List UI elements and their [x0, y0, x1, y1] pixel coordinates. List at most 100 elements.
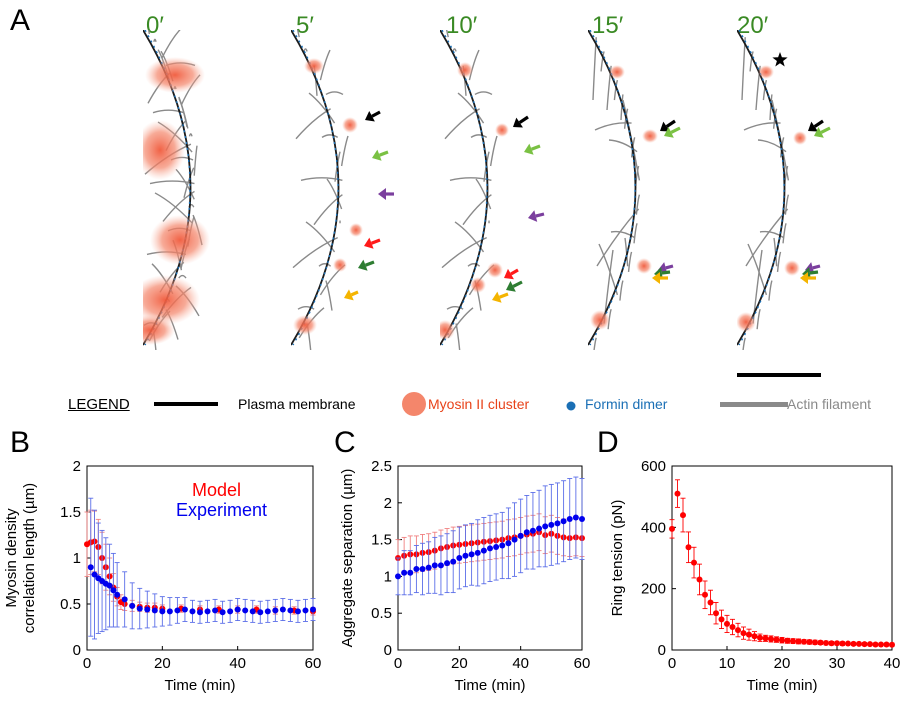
- data-point-experiment: [249, 608, 256, 615]
- y-axis-label: Myosin density: [3, 508, 20, 608]
- data-point-series-0: [823, 639, 829, 646]
- data-point-series-1: [523, 529, 530, 536]
- data-point-experiment: [234, 606, 241, 613]
- arrowhead-arrow_lime: [524, 143, 534, 155]
- data-point-series-0: [795, 638, 802, 645]
- data-point-series-0: [834, 640, 840, 647]
- data-point-series-1: [566, 515, 573, 522]
- data-point-series-1: [572, 514, 579, 521]
- arrow-arrow_purple: [812, 264, 821, 270]
- snapshot-3: [588, 30, 658, 350]
- arrow-arrow_lime: [530, 144, 541, 151]
- myosin-cluster: [737, 312, 756, 332]
- snapshot-0: [143, 30, 210, 350]
- data-point-experiment: [279, 606, 286, 613]
- panel-d-letter: D: [597, 426, 619, 459]
- data-point-series-1: [425, 564, 432, 571]
- x-tick-label: 20: [451, 655, 468, 672]
- data-point-series-1: [462, 552, 469, 559]
- data-point-series-0: [674, 490, 681, 497]
- arrow-arrow_red: [370, 238, 381, 245]
- data-point-series-0: [784, 637, 791, 644]
- data-point-series-1: [444, 560, 451, 567]
- myosin-cluster: [487, 262, 503, 278]
- y-tick-label: 400: [641, 519, 666, 536]
- data-point-experiment: [174, 607, 181, 614]
- time-label-20: 20′: [737, 12, 769, 39]
- data-point-experiment: [257, 609, 264, 616]
- arrow-arrow_darkgreen: [512, 280, 523, 288]
- data-point-series-0: [746, 631, 752, 638]
- data-point-series-1: [505, 540, 512, 547]
- arrow-arrow_purple: [535, 212, 545, 218]
- arrowhead-arrow_purple: [528, 210, 538, 222]
- y-tick-label: 2: [384, 495, 392, 512]
- myosin-cluster: [495, 123, 509, 137]
- y-tick-label: 1.5: [60, 504, 81, 521]
- x-tick-label: 30: [829, 655, 846, 672]
- x-tick-label: 0: [668, 655, 676, 672]
- x-tick-label: 10: [719, 655, 736, 672]
- myosin-cluster: [457, 62, 473, 78]
- x-tick-label: 0: [83, 655, 91, 672]
- data-point-series-1: [407, 569, 414, 576]
- data-point-experiment: [129, 602, 136, 609]
- x-tick-label: 60: [305, 655, 322, 672]
- data-point-series-1: [579, 515, 585, 522]
- star-icon: [772, 52, 788, 67]
- data-point-series-0: [696, 576, 703, 583]
- data-point-series-1: [493, 543, 500, 550]
- chart-b: 0 20 40 60 0 0.5 1 1.5 2 Time (min) Myosin density…: [3, 458, 322, 694]
- data-point-experiment: [264, 608, 271, 615]
- data-point-series-0: [817, 639, 824, 646]
- data-point-series-1: [499, 542, 506, 549]
- data-point-series-1: [413, 566, 420, 573]
- myosin-swatch: [402, 392, 426, 416]
- arrowhead-arrow_lime: [372, 149, 382, 161]
- legend-model: Model: [192, 480, 241, 500]
- x-tick-label: 40: [229, 655, 246, 672]
- arrowhead-arrow_darkgreen: [654, 267, 663, 279]
- arrowhead-arrow_darkgreen: [506, 281, 516, 292]
- legend-membrane-label: Plasma membrane: [238, 396, 356, 412]
- panel-c-letter: C: [334, 426, 356, 459]
- panel-a-simulation-snapshots: [143, 30, 831, 350]
- data-point-experiment: [110, 587, 117, 594]
- data-point-series-0: [751, 633, 758, 640]
- plasma-membrane: [291, 30, 340, 346]
- data-point-experiment: [204, 608, 211, 615]
- membrane-swatch: [154, 402, 218, 406]
- y-tick-label: 0.5: [371, 605, 392, 622]
- legend: LEGEND Plasma membrane Myosin II cluster…: [0, 388, 905, 428]
- myosin-cluster: [349, 223, 363, 237]
- data-point-series-0: [707, 599, 714, 606]
- myosin-cluster: [333, 258, 347, 272]
- data-point-series-0: [872, 641, 879, 648]
- y-tick-label: 2: [73, 458, 81, 475]
- y-tick-label: 200: [641, 581, 666, 598]
- data-point-series-1: [517, 532, 524, 539]
- panel-a-letter: A: [10, 4, 31, 37]
- data-point-series-0: [839, 640, 846, 647]
- y-axis-label: Ring tension (pN): [609, 500, 626, 617]
- data-point-series-0: [735, 627, 741, 634]
- data-point-series-0: [812, 639, 818, 646]
- chart-c: 0 20 40 60 0 0.5 1 1.5 2 2.5 Time (min) Aggregate s…: [339, 458, 590, 694]
- x-tick-label: 40: [512, 655, 529, 672]
- myosin-cluster: [342, 117, 358, 133]
- data-point-experiment: [287, 607, 294, 614]
- data-point-series-0: [702, 591, 708, 598]
- arrow-arrow_purple: [665, 264, 674, 270]
- legend-experiment: Experiment: [176, 500, 267, 520]
- panel-b-letter: B: [10, 426, 31, 459]
- myosin-cluster: [609, 65, 625, 79]
- data-point-experiment: [242, 607, 249, 614]
- data-point-series-0: [685, 544, 692, 551]
- x-axis-label: Time (min): [164, 677, 235, 694]
- data-point-series-0: [757, 634, 763, 641]
- data-point-experiment: [87, 564, 94, 571]
- x-tick-label: 40: [884, 655, 901, 672]
- arrowhead-arrow_yellow: [492, 291, 502, 303]
- myosin-cluster: [636, 258, 652, 274]
- data-point-experiment: [310, 606, 316, 613]
